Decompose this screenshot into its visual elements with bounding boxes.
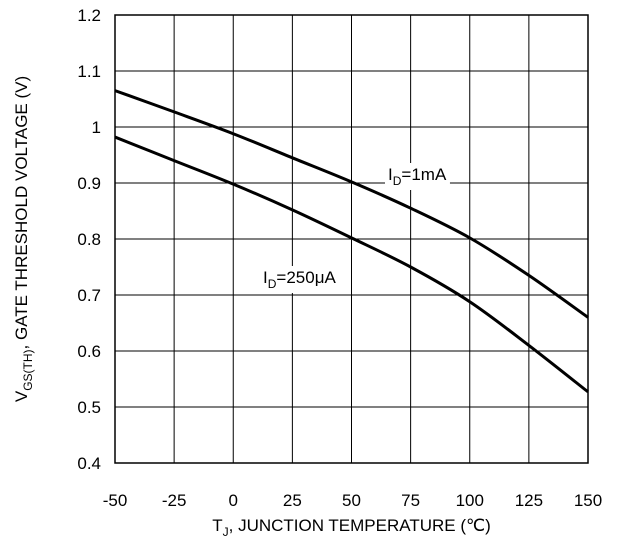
x-tick-labels: -50 -25 0 25 50 75 100 125 150 — [103, 491, 602, 510]
y-tick-label: 0.4 — [77, 454, 101, 473]
curve-label-background — [385, 163, 450, 190]
y-tick-label: 0.6 — [77, 342, 101, 361]
y-tick-label: 0.5 — [77, 398, 101, 417]
x-tick-label: 125 — [515, 491, 543, 510]
x-tick-label: -25 — [162, 491, 187, 510]
y-axis-title: VGS(TH), GATE THRESHOLD VOLTAGE (V) — [12, 76, 35, 402]
x-tick-label: 150 — [574, 491, 602, 510]
series-line-0 — [114, 89, 589, 319]
x-tick-label: 100 — [456, 491, 484, 510]
plot-frame — [114, 14, 589, 464]
x-tick-label: -50 — [103, 491, 128, 510]
curve-label-background — [260, 266, 340, 293]
series-line-1 — [114, 135, 589, 394]
curve-label-0: ID=1mA — [388, 165, 447, 188]
y-tick-label: 1.2 — [77, 6, 101, 25]
y-tick-label: 0.8 — [77, 230, 101, 249]
y-tick-labels: 0.4 0.5 0.6 0.7 0.8 0.9 1 1.1 1.2 — [77, 6, 101, 473]
x-tick-label: 25 — [283, 491, 302, 510]
curve-labels: ID=1mA ID=250μA — [260, 163, 450, 293]
x-axis-title: TJ, JUNCTION TEMPERATURE (℃) — [212, 516, 491, 539]
y-tick-label: 0.7 — [77, 286, 101, 305]
series-group — [114, 89, 589, 394]
x-tick-label: 50 — [342, 491, 361, 510]
curve-label-1: ID=250μA — [263, 268, 336, 291]
x-tick-label: 75 — [401, 491, 420, 510]
y-tick-label: 1.1 — [77, 62, 101, 81]
y-tick-label: 0.9 — [77, 174, 101, 193]
x-tick-label: 0 — [229, 491, 238, 510]
y-tick-label: 1 — [92, 118, 101, 137]
